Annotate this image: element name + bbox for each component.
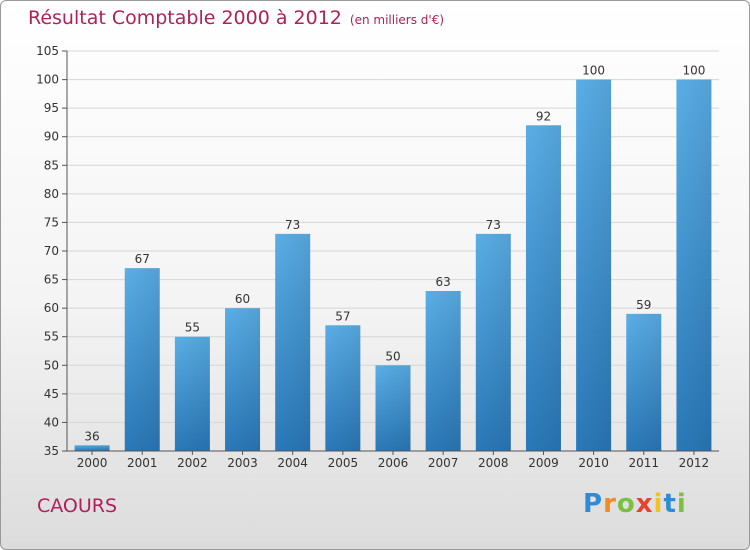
bar-shade-2012 — [676, 79, 712, 452]
y-tick-label: 85 — [44, 158, 59, 172]
x-tick-label-2004: 2004 — [277, 456, 308, 470]
x-tick-label-2005: 2005 — [328, 456, 359, 470]
y-tick-label: 45 — [44, 387, 59, 401]
data-label-2003: 60 — [235, 292, 250, 306]
x-tick-label-2012: 2012 — [679, 456, 710, 470]
x-tick-label-2007: 2007 — [428, 456, 459, 470]
data-label-2012: 100 — [682, 64, 705, 78]
x-tick-label-2009: 2009 — [528, 456, 559, 470]
x-tick-label-2010: 2010 — [578, 456, 609, 470]
bar-shade-2009 — [525, 125, 561, 452]
y-tick-label: 80 — [44, 187, 59, 201]
data-label-2005: 57 — [335, 309, 350, 323]
y-tick-label: 60 — [44, 301, 59, 315]
proxiti-logo: Proxiti — [583, 489, 687, 519]
y-tick-label: 65 — [44, 273, 59, 287]
y-tick-label: 70 — [44, 244, 59, 258]
y-tick-label: 55 — [44, 330, 59, 344]
bar-shade-2008 — [475, 233, 511, 451]
y-tick-label: 50 — [44, 358, 59, 372]
data-label-2004: 73 — [285, 218, 300, 232]
chart-title: Résultat Comptable 2000 à 2012 (en millie… — [28, 7, 444, 29]
data-label-2001: 67 — [135, 252, 150, 266]
bar-shade-2011 — [626, 313, 662, 451]
axes: 35 40 45 50 55 60 65 70 75 80 85 90 95 100 105 2000 2001… — [36, 44, 719, 470]
x-tick-label-2008: 2008 — [478, 456, 509, 470]
x-tick-label-2000: 2000 — [77, 456, 108, 470]
y-tick-label: 40 — [44, 415, 59, 429]
bar-shade-2004 — [275, 233, 311, 451]
data-label-2009: 92 — [536, 109, 551, 123]
x-tick-label-2006: 2006 — [378, 456, 409, 470]
y-tick-label: 105 — [36, 44, 59, 58]
commune-name: CAOURS — [37, 495, 118, 517]
y-tick-label: 90 — [44, 130, 59, 144]
data-label-2011: 59 — [636, 298, 651, 312]
bar-shade-2003 — [225, 308, 261, 451]
data-label-2006: 50 — [385, 349, 400, 363]
chart-title-unit: (en milliers d'€) — [349, 13, 445, 27]
data-label-2002: 55 — [185, 321, 200, 335]
bar-shade-2002 — [174, 336, 210, 451]
bar-shade-2010 — [576, 79, 612, 452]
x-tick-label-2011: 2011 — [628, 456, 659, 470]
x-tick-label-2003: 2003 — [227, 456, 258, 470]
bar-shade-2007 — [425, 291, 461, 451]
bar-shade-2001 — [124, 268, 160, 451]
y-tick-label: 95 — [44, 101, 59, 115]
bars: 36 67 55 60 73 57 50 63 73 92 100 59 100 — [74, 64, 712, 452]
y-tick-label: 35 — [44, 444, 59, 458]
data-label-2008: 73 — [486, 218, 501, 232]
y-tick-label: 100 — [36, 73, 59, 87]
x-tick-label-2002: 2002 — [177, 456, 208, 470]
data-label-2010: 100 — [582, 64, 605, 78]
y-tick-label: 75 — [44, 215, 59, 229]
data-label-2000: 36 — [84, 429, 99, 443]
bar-shade-2000 — [74, 445, 110, 451]
chart-title-main: Résultat Comptable 2000 à 2012 — [28, 7, 342, 29]
data-label-2007: 63 — [436, 275, 451, 289]
bar-shade-2005 — [325, 325, 361, 451]
x-tick-label-2001: 2001 — [127, 456, 158, 470]
bar-shade-2006 — [375, 365, 411, 451]
